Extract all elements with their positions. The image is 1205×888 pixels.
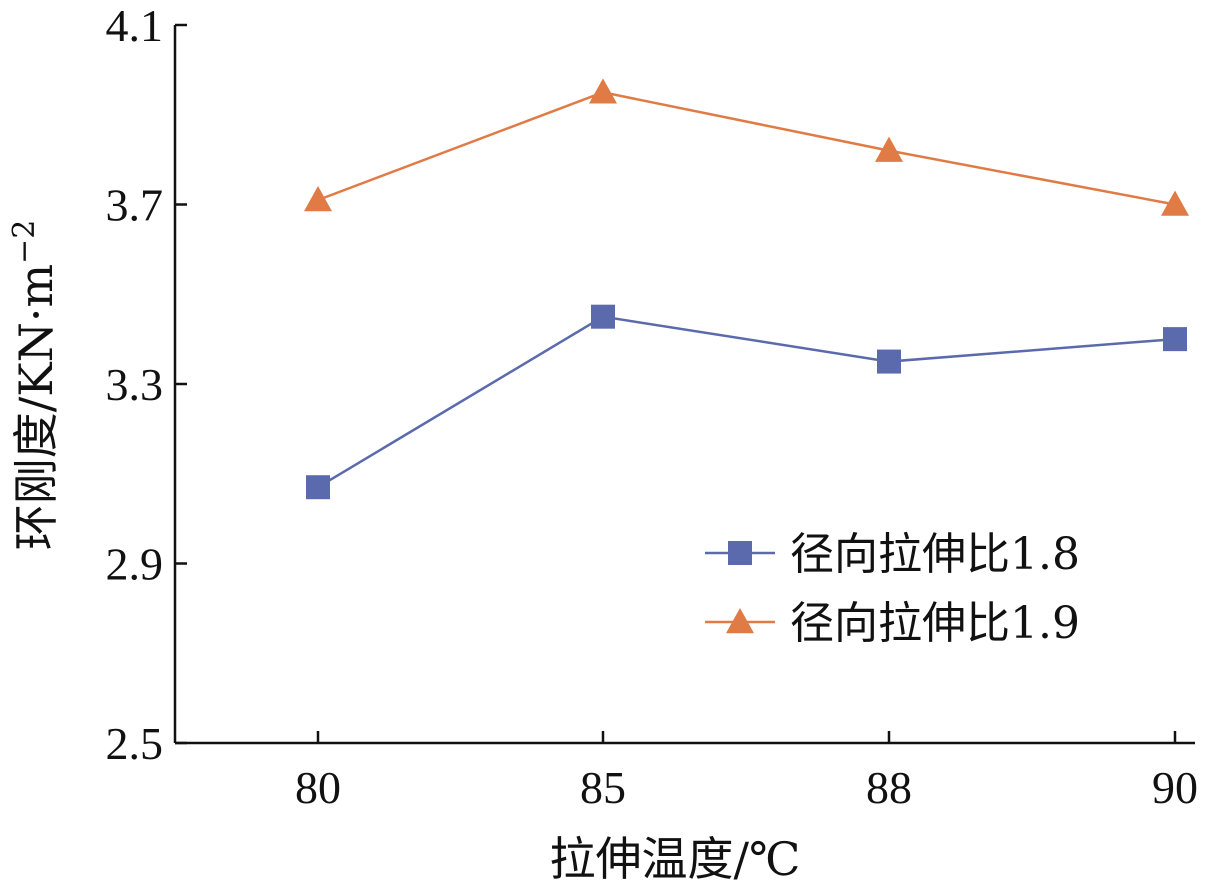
legend-marker xyxy=(726,608,754,634)
data-point xyxy=(591,304,615,329)
plot-area: 2.5 2.9 3.3 3.7 4.1 80 85 88 90 xyxy=(106,0,1199,813)
y-axis-title-superscript: −2 xyxy=(7,220,42,264)
y-tick-label: 2.9 xyxy=(106,539,164,590)
legend: 径向拉伸比1.8 径向拉伸比1.9 xyxy=(705,529,1080,649)
legend-label: 径向拉伸比1.9 xyxy=(790,598,1080,649)
y-axis-title: 环刚度/KN·m−2 xyxy=(7,220,63,551)
legend-marker xyxy=(728,541,752,565)
series-line xyxy=(317,91,1176,206)
x-tick-label: 85 xyxy=(580,762,626,813)
y-tick-label: 3.3 xyxy=(106,359,164,410)
data-point xyxy=(306,475,330,500)
x-tick-label: 90 xyxy=(1152,762,1198,813)
x-axis-title: 拉伸温度/℃ xyxy=(550,832,801,886)
y-tick-label: 3.7 xyxy=(106,180,164,231)
data-point xyxy=(875,136,903,162)
y-axis-title-main: 环刚度/KN·m xyxy=(9,264,63,550)
x-tick-label: 80 xyxy=(295,762,341,813)
x-tick-label: 88 xyxy=(866,762,912,813)
series-2 xyxy=(304,78,1189,216)
series-line xyxy=(317,315,1176,489)
series-1 xyxy=(306,304,1187,500)
data-point xyxy=(304,186,332,212)
data-point xyxy=(1161,190,1189,216)
y-tick-label: 4.1 xyxy=(106,0,164,51)
data-point xyxy=(1163,327,1187,352)
data-point xyxy=(589,78,617,104)
data-point xyxy=(877,349,901,374)
y-tick-label: 2.5 xyxy=(106,718,164,769)
legend-label: 径向拉伸比1.8 xyxy=(790,529,1080,580)
legend-item: 径向拉伸比1.8 xyxy=(705,529,1080,580)
legend-item: 径向拉伸比1.9 xyxy=(705,598,1080,649)
